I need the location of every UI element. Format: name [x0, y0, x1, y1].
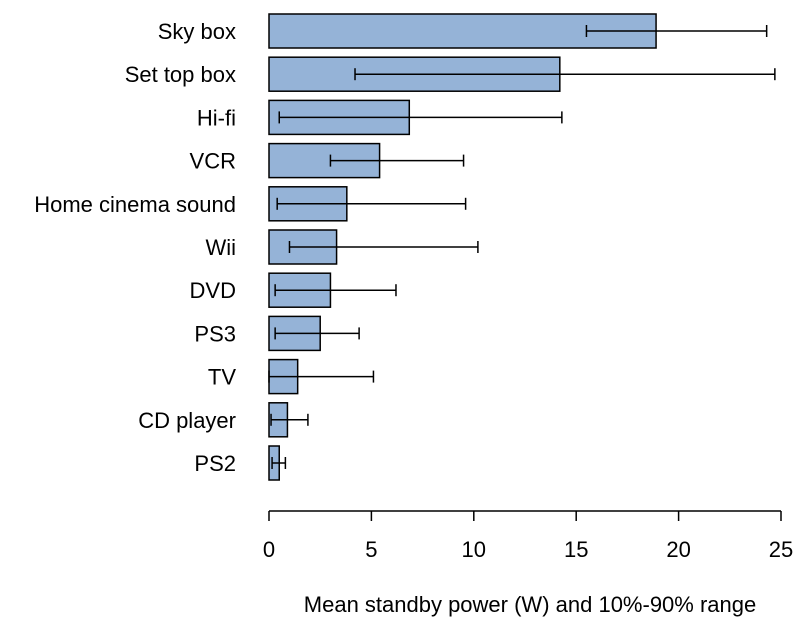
x-axis-title: Mean standby power (W) and 10%-90% range	[304, 592, 756, 617]
x-axis-ticks: 0 5 10 15 20 25	[263, 511, 793, 562]
error-bar-sky-box	[585, 25, 768, 37]
category-label-tv: TV	[208, 365, 236, 390]
category-label-home-cinema-sound: Home cinema sound	[34, 192, 236, 217]
error-bar-set-top-box	[354, 68, 776, 81]
category-labels: Sky box Set top box Hi-fi VCR Home cinema so…	[34, 19, 236, 476]
category-label-sky-box: Sky box	[158, 19, 236, 44]
error-bar-home-cinema-sound	[276, 197, 467, 210]
category-label-ps2: PS2	[194, 451, 236, 476]
error-bar-dvd	[274, 284, 397, 297]
category-label-cd-player: CD player	[138, 408, 236, 433]
x-tick-label-5: 5	[365, 537, 377, 562]
category-label-hi-fi: Hi-fi	[197, 105, 236, 130]
error-bar-ps2	[271, 457, 287, 469]
error-bar-cd-player	[270, 413, 309, 426]
error-bar-hi-fi	[278, 111, 563, 124]
x-tick-label-20: 20	[666, 537, 690, 562]
x-tick-label-10: 10	[462, 537, 486, 562]
category-label-dvd: DVD	[190, 278, 236, 303]
error-bar-ps3	[274, 327, 360, 340]
x-tick-label-25: 25	[769, 537, 793, 562]
category-label-vcr: VCR	[190, 149, 236, 174]
category-label-set-top-box: Set top box	[125, 62, 236, 87]
error-bar-wii	[288, 241, 479, 253]
x-tick-label-15: 15	[564, 537, 588, 562]
category-label-ps3: PS3	[194, 321, 236, 346]
error-bar-vcr	[329, 154, 465, 167]
x-tick-label-0: 0	[263, 537, 275, 562]
error-bars-layer	[268, 25, 776, 469]
category-label-wii: Wii	[205, 235, 236, 260]
error-bar-tv	[268, 370, 375, 383]
